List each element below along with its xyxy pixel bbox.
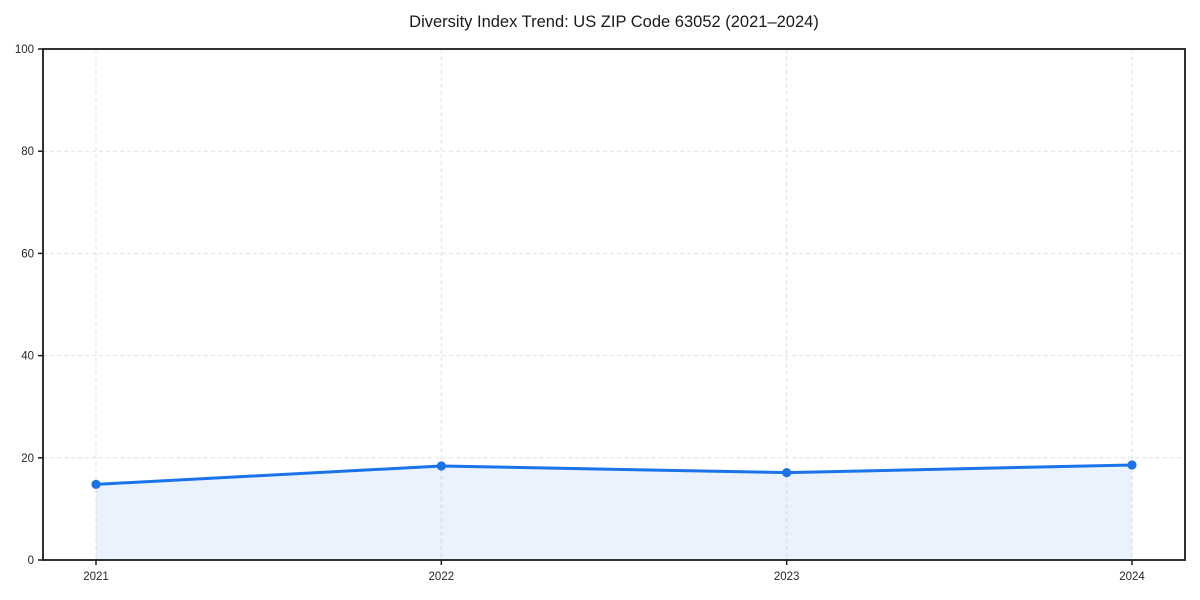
x-tick-label: 2021 (83, 571, 109, 583)
y-tick-label: 100 (15, 44, 34, 56)
y-tick-label: 20 (21, 453, 34, 465)
x-tick-label: 2022 (429, 571, 455, 583)
data-point-2021 (91, 479, 101, 489)
data-point-2022 (436, 461, 446, 471)
x-tick-label: 2024 (1119, 571, 1145, 583)
data-point-2024 (1127, 460, 1137, 470)
data-point-2023 (782, 468, 792, 478)
plot-border (42, 48, 1186, 561)
y-tick-label: 0 (28, 555, 34, 567)
y-tick-label: 40 (21, 351, 34, 363)
area-fill (96, 464, 1132, 560)
x-tick-label: 2023 (774, 571, 800, 583)
y-tick-label: 60 (21, 248, 34, 260)
trend-line (94, 463, 1134, 486)
chart-title: Diversity Index Trend: US ZIP Code 63052… (409, 13, 819, 31)
y-tick-label: 80 (21, 146, 34, 158)
